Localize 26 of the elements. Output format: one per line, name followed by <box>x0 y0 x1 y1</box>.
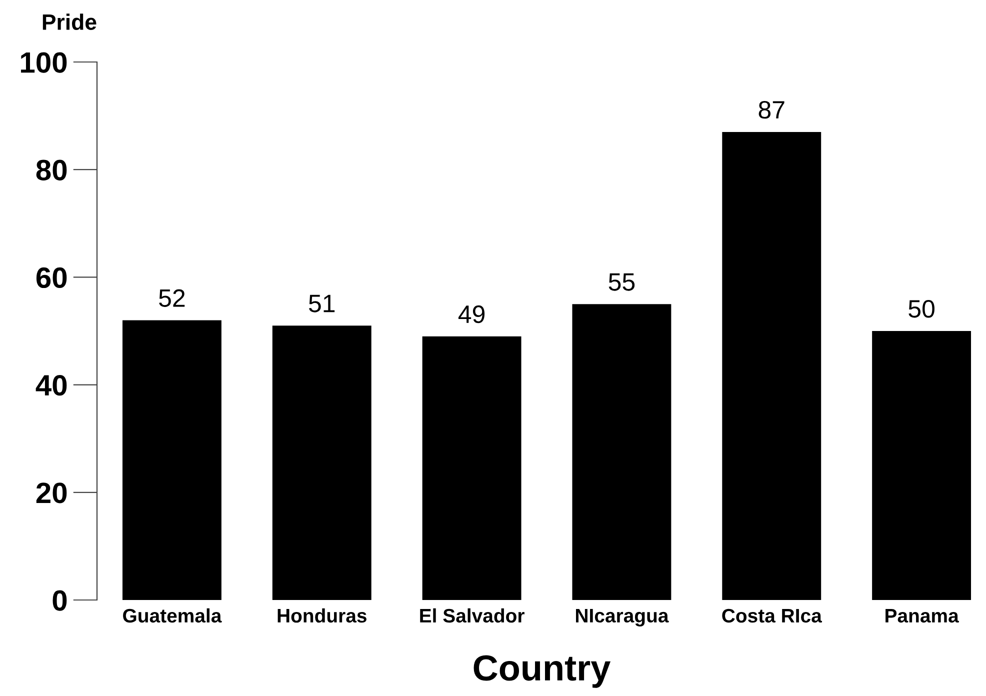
data-label: 51 <box>308 294 335 312</box>
y-tick-label: 20 <box>36 482 67 504</box>
y-axis-title: Pride <box>42 14 96 30</box>
x-tick-label: Panama <box>886 609 959 623</box>
x-tick-label: Honduras <box>278 608 366 623</box>
x-tick-label: Guatemala <box>123 608 222 623</box>
data-label: 49 <box>458 305 485 324</box>
y-tick-label: 60 <box>36 267 67 288</box>
bar <box>872 331 972 600</box>
data-label: 50 <box>908 300 934 318</box>
x-tick-label: Costa RIca <box>722 608 822 623</box>
bar <box>722 132 822 600</box>
bar <box>572 304 672 600</box>
y-tick-label: 100 <box>21 52 67 73</box>
data-label: 87 <box>758 100 784 119</box>
bar <box>422 336 522 600</box>
x-axis-title: Country <box>474 655 611 688</box>
bar <box>122 320 222 600</box>
data-label: 55 <box>608 273 635 291</box>
x-tick-label: El Salvador <box>420 608 524 623</box>
y-tick-label: 80 <box>36 160 67 180</box>
y-tick-label: 40 <box>36 375 67 396</box>
y-tick-label: 0 <box>52 590 67 611</box>
data-label: 52 <box>159 289 185 307</box>
bar <box>272 326 372 600</box>
x-tick-label: NIcaragua <box>576 608 669 626</box>
